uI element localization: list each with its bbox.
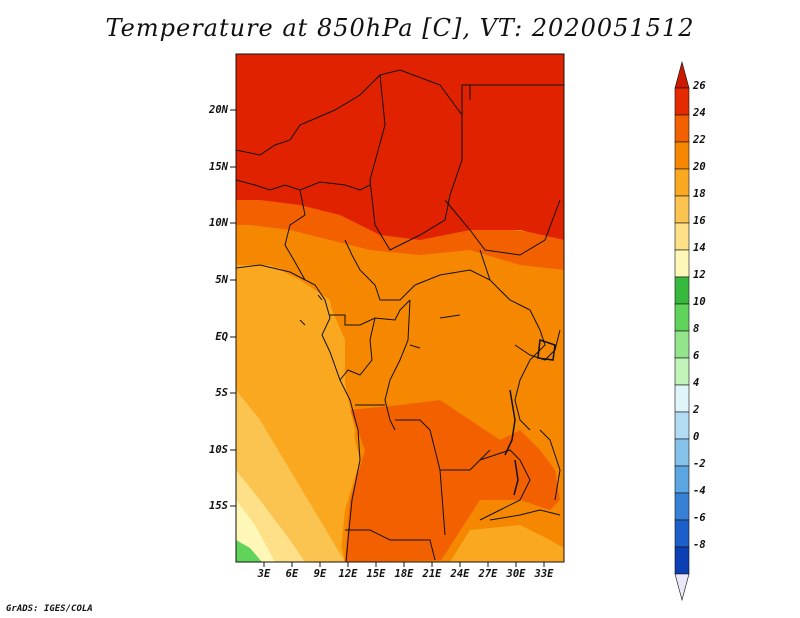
colorbar-label: 20 bbox=[693, 161, 706, 173]
colorbar-swatch bbox=[674, 330, 690, 359]
chart-title: Temperature at 850hPa [C], VT: 202005151… bbox=[105, 14, 695, 42]
border-line bbox=[479, 249, 491, 281]
lat-tick-label: 5N bbox=[215, 274, 228, 286]
colorbar-label: 24 bbox=[693, 107, 706, 119]
colorbar-swatch bbox=[674, 411, 690, 440]
colorbar-swatch bbox=[674, 519, 690, 548]
lon-tick-label: 21E bbox=[422, 568, 442, 580]
lon-tick-label: 9E bbox=[313, 568, 327, 580]
temperature-field bbox=[236, 54, 564, 562]
colorbar-swatch bbox=[674, 249, 690, 278]
colorbar-label: 14 bbox=[693, 242, 706, 254]
border-line bbox=[539, 429, 561, 501]
colorbar-swatch bbox=[674, 60, 690, 89]
band-26-north bbox=[236, 54, 564, 240]
colorbar-label: 8 bbox=[693, 323, 700, 335]
lat-tick-label: 10S bbox=[209, 444, 228, 456]
colorbar-label: -6 bbox=[693, 512, 706, 524]
colorbar-swatch bbox=[674, 87, 690, 116]
colorbar-label: 12 bbox=[693, 269, 706, 281]
colorbar-label: 4 bbox=[693, 377, 700, 389]
lake-outline bbox=[504, 389, 516, 456]
border-line bbox=[479, 449, 531, 521]
lake-outline bbox=[513, 459, 519, 496]
colorbar-swatch bbox=[674, 357, 690, 386]
colorbar-swatch bbox=[674, 195, 690, 224]
lat-tick-label: 20N bbox=[209, 104, 228, 116]
footer-credit: GrADS: IGES/COLA bbox=[6, 604, 93, 614]
border-line bbox=[444, 199, 561, 256]
map-frame bbox=[235, 53, 565, 563]
colorbar-swatch bbox=[674, 168, 690, 197]
border-line bbox=[236, 69, 463, 156]
border-line bbox=[439, 469, 446, 536]
colorbar-swatch bbox=[674, 141, 690, 170]
colorbar-label: 26 bbox=[693, 80, 706, 92]
lon-tick-label: 24E bbox=[450, 568, 470, 580]
country-borders bbox=[236, 69, 564, 562]
colorbar bbox=[674, 60, 690, 602]
lon-tick-label: 18E bbox=[394, 568, 414, 580]
border-line bbox=[384, 299, 411, 431]
colorbar-label: 6 bbox=[693, 350, 700, 362]
lon-tick-label: 33E bbox=[534, 568, 554, 580]
lat-tick-label: 15N bbox=[209, 161, 228, 173]
lon-tick-label: 12E bbox=[338, 568, 358, 580]
lat-tick-label: 15S bbox=[209, 500, 228, 512]
border-line bbox=[414, 269, 531, 311]
lat-tick-label: 5S bbox=[215, 387, 228, 399]
border-line bbox=[339, 317, 376, 381]
colorbar-label: 18 bbox=[693, 188, 706, 200]
colorbar-label: -8 bbox=[693, 539, 706, 551]
colorbar-swatch bbox=[674, 465, 690, 494]
colorbar-swatch bbox=[674, 546, 690, 575]
colorbar-swatch bbox=[674, 303, 690, 332]
lon-tick-label: 6E bbox=[285, 568, 299, 580]
border-line bbox=[345, 529, 436, 561]
lon-tick-label: 3E bbox=[257, 568, 271, 580]
border-line bbox=[344, 239, 416, 301]
colorbar-swatch bbox=[674, 384, 690, 413]
band-20-southeast bbox=[450, 525, 564, 562]
colorbar-label: 10 bbox=[693, 296, 706, 308]
border-line bbox=[330, 299, 411, 326]
colorbar-label: 0 bbox=[693, 431, 700, 443]
lon-tick-label: 30E bbox=[506, 568, 526, 580]
tick-marks bbox=[230, 109, 545, 567]
colorbar-swatch bbox=[674, 222, 690, 251]
lon-tick-label: 15E bbox=[366, 568, 386, 580]
colorbar-label: -4 bbox=[693, 485, 706, 497]
colorbar-swatch bbox=[674, 438, 690, 467]
lake-outline bbox=[537, 338, 556, 361]
band-10-ocean bbox=[236, 540, 262, 562]
border-line bbox=[369, 74, 463, 251]
lat-tick-label: EQ bbox=[215, 331, 228, 343]
coastline bbox=[236, 264, 361, 562]
lat-tick-label: 10N bbox=[209, 217, 228, 229]
colorbar-swatch bbox=[674, 276, 690, 305]
lon-tick-label: 27E bbox=[478, 568, 498, 580]
border-line bbox=[489, 509, 561, 521]
colorbar-swatch bbox=[674, 114, 690, 143]
border-line bbox=[284, 189, 306, 281]
colorbar-label: 2 bbox=[693, 404, 700, 416]
river-line bbox=[299, 294, 461, 349]
colorbar-label: 22 bbox=[693, 134, 706, 146]
colorbar-label: -2 bbox=[693, 458, 706, 470]
border-line bbox=[514, 309, 546, 431]
border-line bbox=[461, 84, 564, 115]
colorbar-swatch bbox=[674, 573, 690, 602]
border-line bbox=[514, 329, 561, 361]
colorbar-swatch bbox=[674, 492, 690, 521]
colorbar-label: 16 bbox=[693, 215, 706, 227]
